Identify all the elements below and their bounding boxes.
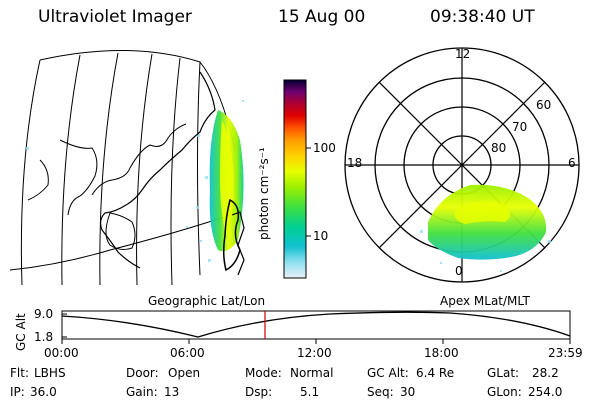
lon-line <box>197 61 201 276</box>
horizon-arc <box>39 49 236 151</box>
colorbar-tick-label: 100 <box>313 141 336 155</box>
altitude-xtick: 12:00 <box>297 346 332 360</box>
lat-label: 60 <box>536 98 552 112</box>
lon-line <box>170 57 181 286</box>
aurora-oval <box>428 184 547 260</box>
colorbar <box>283 79 307 279</box>
footer-label: Flt: <box>10 366 29 380</box>
footer-value: LBHS <box>34 366 66 380</box>
mlt-label: 0 <box>455 264 463 278</box>
footer-value: 13 <box>164 385 180 399</box>
coastline <box>27 159 49 201</box>
altitude-xtick: 00:00 <box>44 346 79 360</box>
altitude-ylabel: GC Alt <box>14 313 28 351</box>
footer-label: IP: <box>10 385 25 399</box>
coastline <box>91 123 187 196</box>
right-panel-title: Apex MLat/MLT <box>440 294 530 308</box>
lat-line <box>9 214 231 271</box>
scatter-noise <box>26 100 244 262</box>
geographic-map <box>9 49 245 286</box>
observation-date: 15 Aug 00 <box>278 7 366 27</box>
left-panel-title: Geographic Lat/Lon <box>148 294 266 308</box>
footer-value: 6.4 Re <box>416 366 455 380</box>
coastline <box>105 212 136 250</box>
altitude-plot <box>61 310 571 344</box>
footer-value: 254.0 <box>528 385 563 399</box>
footer-value: 36.0 <box>30 385 57 399</box>
footer-label: Seq: <box>367 385 394 399</box>
altitude-xtick: 23:59 <box>548 346 583 360</box>
footer-label: Door: <box>126 366 159 380</box>
colorbar-tick-label: 10 <box>313 229 329 243</box>
footer-label: Dsp: <box>245 385 273 399</box>
coastline <box>231 211 245 276</box>
footer-value: Open <box>168 366 201 380</box>
altitude-ytick: 9.0 <box>34 307 54 321</box>
footer-value: Normal <box>290 366 334 380</box>
lon-line <box>61 54 81 286</box>
lat-label: 80 <box>491 141 507 155</box>
altitude-xtick: 06:00 <box>170 346 205 360</box>
footer-label: Gain: <box>126 385 158 399</box>
observation-time: 09:38:40 UT <box>430 7 535 27</box>
lat-label: 70 <box>512 120 528 134</box>
footer-label: Mode: <box>245 366 282 380</box>
altitude-curve <box>61 311 571 338</box>
scatter-noise <box>420 230 551 272</box>
coastline <box>59 139 98 216</box>
polar-axis <box>378 81 546 249</box>
altitude-xtick: 18:00 <box>424 346 459 360</box>
lon-line <box>99 52 119 286</box>
footer-label: GLon: <box>487 385 522 399</box>
footer-value: 30 <box>400 385 416 399</box>
altitude-ytick: 1.8 <box>34 330 54 344</box>
mlt-label: 6 <box>568 156 576 170</box>
polar-plot <box>344 47 580 283</box>
coastline <box>222 198 241 272</box>
instrument-title: Ultraviolet Imager <box>38 7 192 27</box>
aurora-core <box>220 120 234 235</box>
footer-label: GC Alt: <box>367 366 409 380</box>
footer-value: 28.2 <box>532 366 559 380</box>
lon-line <box>20 59 41 286</box>
colorbar-unit-label: photon cm⁻²s⁻¹ <box>257 147 271 240</box>
aurora-oval-core <box>454 201 510 224</box>
mlt-label: 18 <box>347 156 363 170</box>
lon-line <box>136 53 153 286</box>
mlt-label: 12 <box>455 47 471 61</box>
footer-value: 5.1 <box>300 385 320 399</box>
footer-label: GLat: <box>487 366 520 380</box>
